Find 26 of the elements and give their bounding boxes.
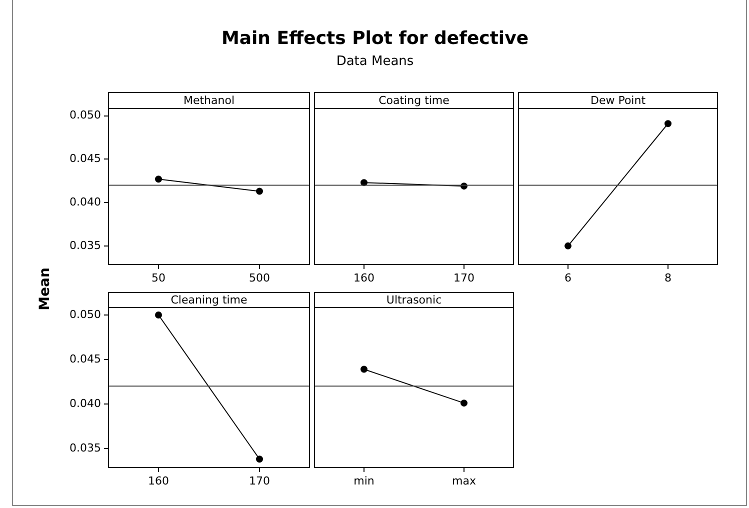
x-tick-label: 6 xyxy=(564,271,572,284)
y-tick-label: 0.035 xyxy=(70,238,101,252)
chart-subtitle: Data Means xyxy=(335,54,415,69)
x-tick-label: 500 xyxy=(249,271,270,284)
x-tick-label: 50 xyxy=(152,271,166,284)
x-axis-title: Dew Point xyxy=(590,94,646,107)
x-axis-title: Methanol xyxy=(183,94,235,107)
text: Main Effects Plot for defective xyxy=(220,28,530,49)
y-tick-label: 0.040 xyxy=(70,195,101,208)
x-tick-label: 170 xyxy=(249,474,270,488)
y-tick-label: 0.045 xyxy=(70,152,101,166)
x-tick-label: 160 xyxy=(148,474,169,488)
x-tick-label: 8 xyxy=(664,271,672,284)
y-tick-label: 0.035 xyxy=(70,441,101,454)
x-axis-title: Ultrasonic xyxy=(386,293,442,306)
y-tick-label: 0.050 xyxy=(70,108,101,122)
y-axis-title: Mean xyxy=(37,268,53,310)
x-tick-label: 170 xyxy=(454,271,474,284)
x-axis-title: Cleaning time xyxy=(170,293,248,306)
y-tick-label: 0.050 xyxy=(70,308,101,321)
x-axis-title: Coating time xyxy=(378,94,450,107)
y-tick-label: 0.045 xyxy=(70,352,101,366)
x-tick-label: min xyxy=(354,474,374,488)
y-tick-label: 0.040 xyxy=(70,396,101,410)
x-tick-label: max xyxy=(452,474,476,488)
x-tick-label: 160 xyxy=(354,271,374,284)
